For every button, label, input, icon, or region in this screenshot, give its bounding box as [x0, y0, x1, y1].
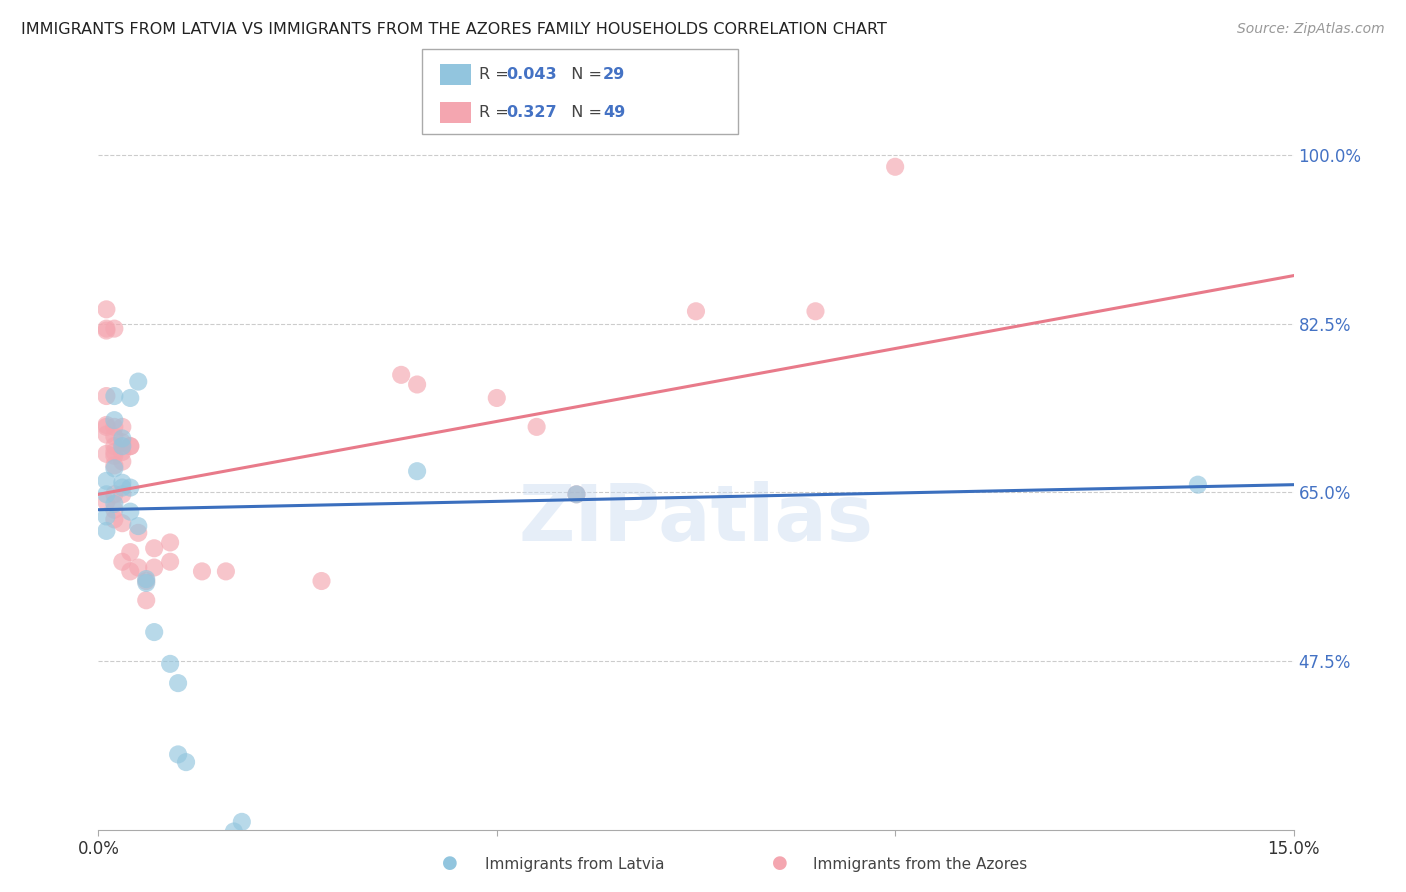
Point	[120, 565, 142, 579]
Point	[96, 389, 118, 403]
Point	[96, 427, 118, 442]
Point	[406, 377, 429, 392]
Text: Immigrants from the Azores: Immigrants from the Azores	[813, 857, 1026, 872]
Point	[103, 461, 125, 475]
Point	[103, 458, 125, 473]
Point	[103, 439, 125, 453]
Point	[111, 475, 134, 490]
Point	[485, 391, 508, 405]
Point	[96, 420, 118, 434]
Point	[120, 505, 142, 519]
Point	[135, 576, 157, 591]
Point	[96, 524, 118, 538]
Text: 29: 29	[603, 67, 626, 82]
Point	[127, 560, 149, 574]
Point	[120, 545, 142, 559]
Point	[143, 560, 166, 574]
Text: R =: R =	[479, 67, 519, 82]
Point	[96, 474, 118, 488]
Point	[389, 368, 412, 382]
Point	[120, 391, 142, 405]
Text: Immigrants from Latvia: Immigrants from Latvia	[485, 857, 665, 872]
Point	[222, 824, 245, 838]
Point	[111, 555, 134, 569]
Point	[111, 481, 134, 495]
Point	[406, 464, 429, 478]
Text: Source: ZipAtlas.com: Source: ZipAtlas.com	[1237, 22, 1385, 37]
Point	[111, 420, 134, 434]
Point	[127, 519, 149, 533]
Point	[96, 495, 118, 509]
Point	[120, 439, 142, 453]
Point	[143, 625, 166, 640]
Point	[96, 487, 118, 501]
Point	[120, 439, 142, 453]
Point	[103, 487, 125, 501]
Point	[103, 413, 125, 427]
Point	[111, 487, 134, 501]
Point	[565, 487, 588, 501]
Point	[96, 417, 118, 432]
Text: 0.327: 0.327	[506, 105, 557, 120]
Point	[103, 389, 125, 403]
Point	[96, 302, 118, 317]
Text: 0.043: 0.043	[506, 67, 557, 82]
Text: R =: R =	[479, 105, 519, 120]
Point	[159, 555, 181, 569]
Point	[143, 541, 166, 556]
Point	[135, 572, 157, 586]
Point	[311, 574, 333, 588]
Point	[96, 324, 118, 338]
Point	[159, 535, 181, 549]
Point	[103, 449, 125, 463]
Point	[103, 502, 125, 516]
Point	[884, 160, 907, 174]
Point	[167, 747, 190, 762]
Point	[103, 321, 125, 335]
Point	[111, 516, 134, 531]
Point	[167, 676, 190, 690]
Point	[120, 481, 142, 495]
Text: 49: 49	[603, 105, 626, 120]
Point	[103, 512, 125, 526]
Point	[96, 321, 118, 335]
Text: ZIPatlas: ZIPatlas	[519, 481, 873, 557]
Point	[103, 497, 125, 511]
Point	[804, 304, 827, 318]
Point	[135, 593, 157, 607]
Point	[111, 432, 134, 446]
Text: ●: ●	[441, 855, 458, 872]
Point	[685, 304, 707, 318]
Point	[127, 375, 149, 389]
Point	[159, 657, 181, 671]
Point	[103, 420, 125, 434]
Text: IMMIGRANTS FROM LATVIA VS IMMIGRANTS FROM THE AZORES FAMILY HOUSEHOLDS CORRELATI: IMMIGRANTS FROM LATVIA VS IMMIGRANTS FRO…	[21, 22, 887, 37]
Point	[111, 439, 134, 453]
Point	[565, 487, 588, 501]
Text: N =: N =	[561, 67, 607, 82]
Point	[174, 755, 197, 769]
Point	[111, 454, 134, 468]
Point	[111, 435, 134, 450]
Point	[103, 445, 125, 459]
Point	[103, 429, 125, 443]
Point	[526, 420, 548, 434]
Point	[231, 814, 253, 829]
Point	[111, 445, 134, 459]
Point	[96, 447, 118, 461]
Point	[96, 509, 118, 524]
Point	[135, 574, 157, 588]
Point	[191, 565, 214, 579]
Point	[1187, 477, 1209, 491]
Text: ●: ●	[772, 855, 789, 872]
Point	[215, 565, 238, 579]
Text: N =: N =	[561, 105, 607, 120]
Point	[127, 525, 149, 540]
